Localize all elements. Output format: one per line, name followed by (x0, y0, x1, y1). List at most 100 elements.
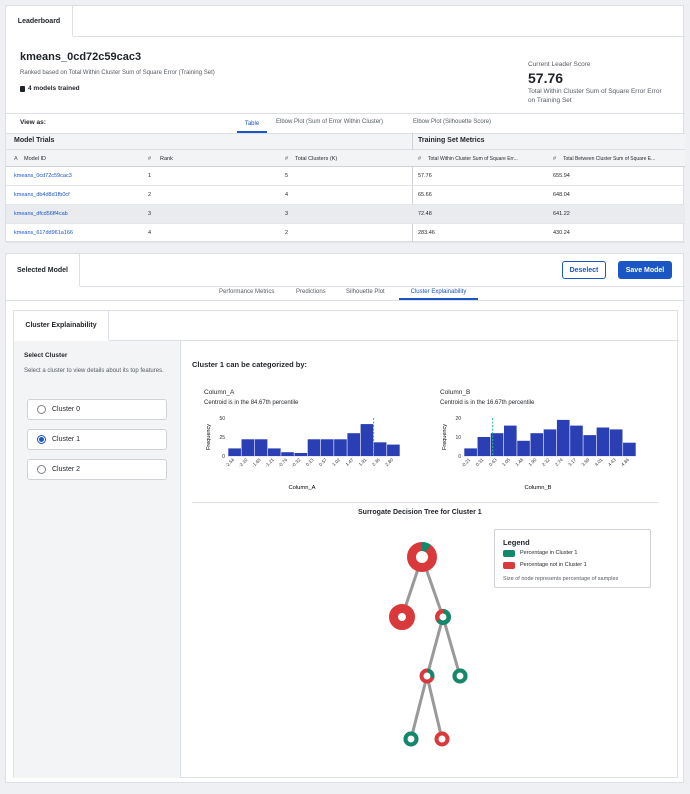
table-group-header (6, 133, 685, 150)
cluster-option-1[interactable]: Cluster 1 (27, 429, 167, 450)
x-tick-label: 1.91 (358, 457, 368, 467)
tab-performance-metrics[interactable]: Performance Metrics (219, 289, 274, 295)
x-tick-label: 2.74 (554, 457, 564, 467)
group-divider (412, 133, 413, 243)
table-row[interactable]: kmeans_617dd961a166 4 2 283.46 430.24 (6, 224, 685, 243)
leaderboard-tab[interactable]: Leaderboard (6, 6, 73, 36)
tree-node (389, 604, 415, 630)
within-sse-cell: 57.76 (418, 173, 432, 179)
leader-score-label: Current Leader Score (528, 61, 591, 68)
y-axis-label: Frequency (442, 424, 448, 450)
between-sse-cell: 648.04 (553, 192, 570, 198)
col-within-sse[interactable]: Total Within Cluster Sum of Square Err..… (428, 156, 518, 162)
col-between-sse[interactable]: Total Between Cluster Sum of Square E... (563, 156, 656, 162)
histogram-bar (387, 444, 400, 456)
y-tick-label: 0 (458, 454, 461, 460)
x-tick-label: 3.59 (581, 457, 591, 467)
cluster-option-2[interactable]: Cluster 2 (27, 459, 167, 480)
x-tick-label: -1.21 (264, 457, 275, 468)
cluster-option-0[interactable]: Cluster 0 (27, 399, 167, 420)
tree-title: Surrogate Decision Tree for Cluster 1 (358, 509, 482, 516)
histogram-bar (490, 433, 504, 456)
table-row[interactable]: kmeans_dfcd56ff4cab 3 3 72.48 641.22 (6, 205, 685, 224)
col-icon-id: A (14, 156, 18, 162)
selected-model-tab-label: Selected Model (17, 266, 68, 274)
x-tick-label: -1.65 (251, 457, 262, 468)
tab-cluster-explainability[interactable]: Cluster Explainability (399, 286, 478, 300)
tree-node-in-cluster-arc (435, 609, 451, 625)
models-trained: 4 models trained (20, 85, 80, 92)
x-tick-label: -0.32 (291, 457, 302, 468)
histogram-bar (609, 429, 623, 456)
categorized-heading: Cluster 1 can be categorized by: (192, 360, 308, 369)
tree-node-in-cluster-arc (407, 542, 437, 572)
rank-cell: 2 (148, 192, 152, 198)
deselect-button[interactable]: Deselect (562, 261, 606, 279)
histogram-bar (347, 433, 361, 456)
model-id-link[interactable]: kmeans_0cd72c59cac3 (14, 173, 72, 179)
y-tick-label: 25 (219, 435, 225, 441)
histogram-bar (503, 425, 517, 456)
view-tab-table[interactable]: Table (237, 116, 267, 133)
decision-tree (389, 542, 468, 747)
within-sse-cell: 72.48 (418, 211, 432, 217)
x-tick-label: 0.57 (318, 457, 328, 467)
x-tick-label: 1.47 (345, 457, 355, 467)
between-sse-cell: 655.94 (553, 173, 570, 179)
leader-score-value: 57.76 (528, 70, 564, 86)
x-tick-label: 1.48 (514, 457, 524, 467)
clusters-cell: 4 (285, 192, 289, 198)
histogram-bar (334, 439, 347, 456)
between-sse-cell: 430.24 (553, 230, 570, 236)
leaderboard-card: Leaderboard kmeans_0cd72c59cac3 Ranked b… (5, 5, 685, 243)
tab-silhouette-plot[interactable]: Silhouette Plot (346, 289, 385, 295)
deselect-button-label: Deselect (569, 266, 599, 274)
histogram-bar (477, 437, 491, 456)
histogram-bar (517, 440, 530, 456)
table-row[interactable]: kmeans_0cd72c59cac3 1 5 57.76 655.94 (6, 167, 685, 186)
selected-model-tab[interactable]: Selected Model (6, 254, 80, 286)
x-tick-label: 1.90 (528, 457, 538, 467)
radio-selected-icon (37, 435, 46, 444)
select-cluster-desc: Select a cluster to view details about i… (24, 368, 164, 374)
rank-cell: 1 (148, 173, 152, 179)
view-tab-elbow-silhouette[interactable]: Elbow Plot (Silhouette Score) (413, 119, 491, 125)
col-icon-within: # (418, 156, 422, 162)
chart-b-title: Column_B (440, 389, 471, 396)
view-tab-elbow-sse[interactable]: Elbow Plot (Sum of Error Within Cluster) (276, 119, 383, 125)
selected-model-card: Selected Model Deselect Save Model Perfo… (5, 253, 685, 783)
col-rank[interactable]: Rank (160, 156, 173, 162)
x-tick-label: 3.17 (567, 457, 577, 467)
table-row[interactable]: kmeans_db4d8d1fb0cf 2 4 65.66 648.04 (6, 186, 685, 205)
radio-icon (37, 465, 46, 474)
x-tick-label: 4.86 (620, 457, 630, 467)
histogram-bar (373, 442, 387, 456)
leaderboard-tab-label: Leaderboard (17, 17, 61, 25)
cluster-option-0-label: Cluster 0 (52, 406, 81, 413)
clusters-cell: 3 (285, 211, 289, 217)
explainability-tab[interactable]: Cluster Explainability (14, 311, 109, 340)
tree-node-in-cluster-arc (403, 731, 419, 747)
x-axis-label: Column_A (288, 485, 315, 491)
model-id-link[interactable]: kmeans_617dd961a166 (14, 230, 74, 236)
model-id-link[interactable]: kmeans_db4d8d1fb0cf (14, 192, 70, 198)
histogram-bar (464, 448, 477, 456)
clusters-cell: 2 (285, 230, 289, 236)
legend-note: Size of node represents percentage of sa… (503, 576, 619, 582)
tab-cluster-explainability-label: Cluster Explainability (410, 289, 467, 295)
tab-predictions[interactable]: Predictions (296, 289, 326, 295)
histogram-column-a: Frequency 50 25 0-2.54 -2.10 -1.65 -1.21 -0.76-… (206, 416, 400, 491)
save-model-button[interactable]: Save Model (618, 261, 672, 279)
model-id-link[interactable]: kmeans_dfcd56ff4cab (14, 211, 68, 217)
histogram-bar (320, 439, 334, 456)
radio-icon (37, 405, 46, 414)
x-tick-label: -0.76 (277, 457, 288, 468)
chart-a-title: Column_A (204, 389, 235, 396)
tree-node (434, 731, 450, 747)
tree-edge (425, 616, 445, 677)
x-tick-label: 0.31 (475, 457, 485, 467)
y-axis-label: Frequency (206, 424, 212, 450)
tree-legend: Legend Percentage in Cluster 1 Percentag… (494, 529, 651, 588)
col-model-id[interactable]: Model ID (24, 156, 47, 162)
col-total-clusters[interactable]: Total Clusters (K) (295, 156, 338, 162)
